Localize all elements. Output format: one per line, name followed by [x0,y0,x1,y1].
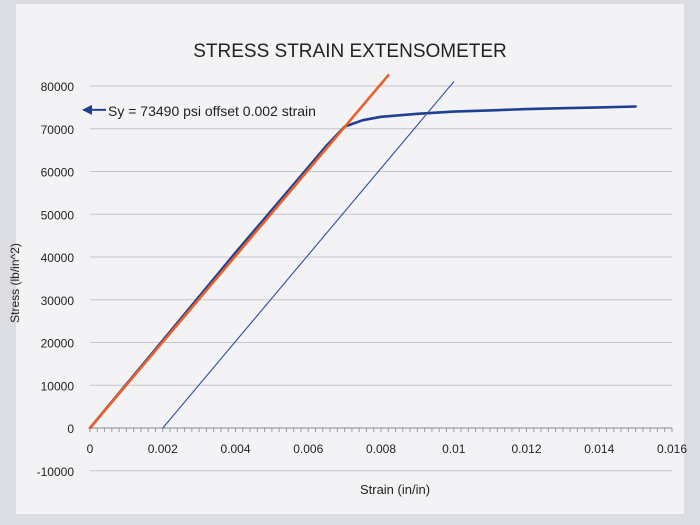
x-tick-labels: 0 0.002 0.004 0.006 0.008 0.01 0.012 0.014 0.016 [87,442,688,456]
x-tick-label: 0 [87,442,94,456]
stress-strain-curve [88,105,637,430]
y-axis-label: Stress (lb/in^2) [8,243,22,323]
y-tick-label: 20000 [41,337,75,351]
annotations: Sy = 73490 psi offset 0.002 strain [82,103,316,119]
y-tick-label: 40000 [41,251,75,265]
offset-line [162,81,455,429]
data-series [88,74,637,430]
y-tick-label: 10000 [41,379,75,393]
gridlines [89,85,673,472]
y-tick-label: 0 [67,422,74,436]
annotation-arrow-head [82,104,92,115]
y-tick-label: 50000 [41,208,75,222]
y-tick-label: 80000 [41,80,75,94]
x-tick-label: 0.014 [584,442,614,456]
x-tick-label: 0.012 [511,442,541,456]
x-tick-label: 0.006 [293,442,323,456]
y-tick-label: 60000 [41,166,75,180]
x-tick-label: 0.01 [442,442,466,456]
annotation-text: Sy = 73490 psi offset 0.002 strain [108,103,316,119]
elastic-line [88,74,390,430]
x-tick-label: 0.004 [220,442,250,456]
x-axis-label: Strain (in/in) [360,482,430,497]
y-tick-label: -10000 [37,465,75,479]
chart-background [16,4,684,514]
x-tick-label: 0.016 [657,442,687,456]
y-tick-labels: -10000 0 10000 20000 30000 40000 50000 60000 700… [37,80,75,479]
y-tick-label: 30000 [41,294,75,308]
y-tick-label: 70000 [41,123,75,137]
x-tick-label: 0.002 [148,442,178,456]
chart-title: STRESS STRAIN EXTENSOMETER [193,41,507,62]
x-tick-label: 0.008 [366,442,396,456]
